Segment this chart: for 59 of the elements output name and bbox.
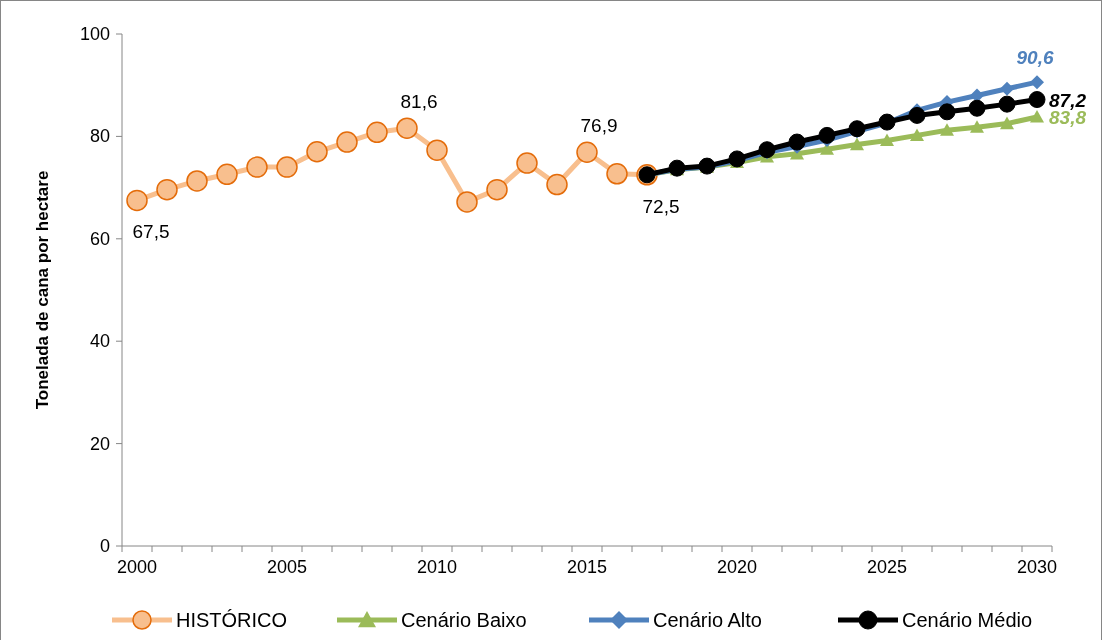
point [908,106,926,124]
point [606,163,628,185]
point [1030,109,1044,123]
point [396,117,418,139]
point [758,141,776,159]
y-axis-title: Tonelada de cana por hectare [33,170,52,410]
point [276,156,298,178]
point [576,141,598,164]
point [970,120,984,133]
legend-label: HISTÓRICO [176,609,288,631]
y-tick-label: 60 [89,228,110,249]
point [126,189,148,212]
data-label: 90,6 [1016,47,1054,69]
x-tick-label: 2010 [416,557,458,577]
point [818,126,836,144]
legend-label: Cenário Médio [902,609,1033,631]
point [910,128,924,141]
point [366,121,388,144]
point [998,95,1016,113]
point [216,163,238,186]
x-tick-label: 2005 [266,557,308,577]
point [968,99,986,117]
y-tick-label: 100 [79,24,110,44]
point [1028,91,1046,109]
point [938,103,956,121]
point [880,133,894,147]
point [1030,75,1044,90]
point [788,133,806,151]
point [940,123,954,136]
x-tick-label: 2015 [566,557,608,577]
point [516,152,538,174]
data-label: 72,5 [642,195,680,217]
data-label: 81,6 [400,91,438,113]
point [546,173,568,196]
data-label: 67,5 [132,221,170,243]
data-label: 76,9 [580,115,618,137]
y-tick-label: 0 [99,536,110,556]
x-tick-label: 2020 [716,557,758,577]
point [970,88,984,103]
x-tick-label: 2025 [866,557,908,577]
point [186,170,208,192]
point [426,139,448,161]
point [246,156,268,178]
legend-label: Cenário Baixo [401,609,527,631]
x-tick-label: 2000 [116,557,158,577]
legend-label: Cenário Alto [653,609,762,631]
x-tick-label: 2030 [1016,557,1058,577]
point [456,191,478,213]
point [1000,116,1014,130]
point [306,141,328,163]
point [336,131,358,153]
point [486,178,508,201]
y-tick-label: 40 [89,331,110,352]
point [848,120,866,138]
y-tick-label: 80 [89,126,110,147]
point [156,178,178,201]
point [850,137,864,151]
y-tick-label: 20 [89,433,110,454]
point [1000,81,1014,96]
